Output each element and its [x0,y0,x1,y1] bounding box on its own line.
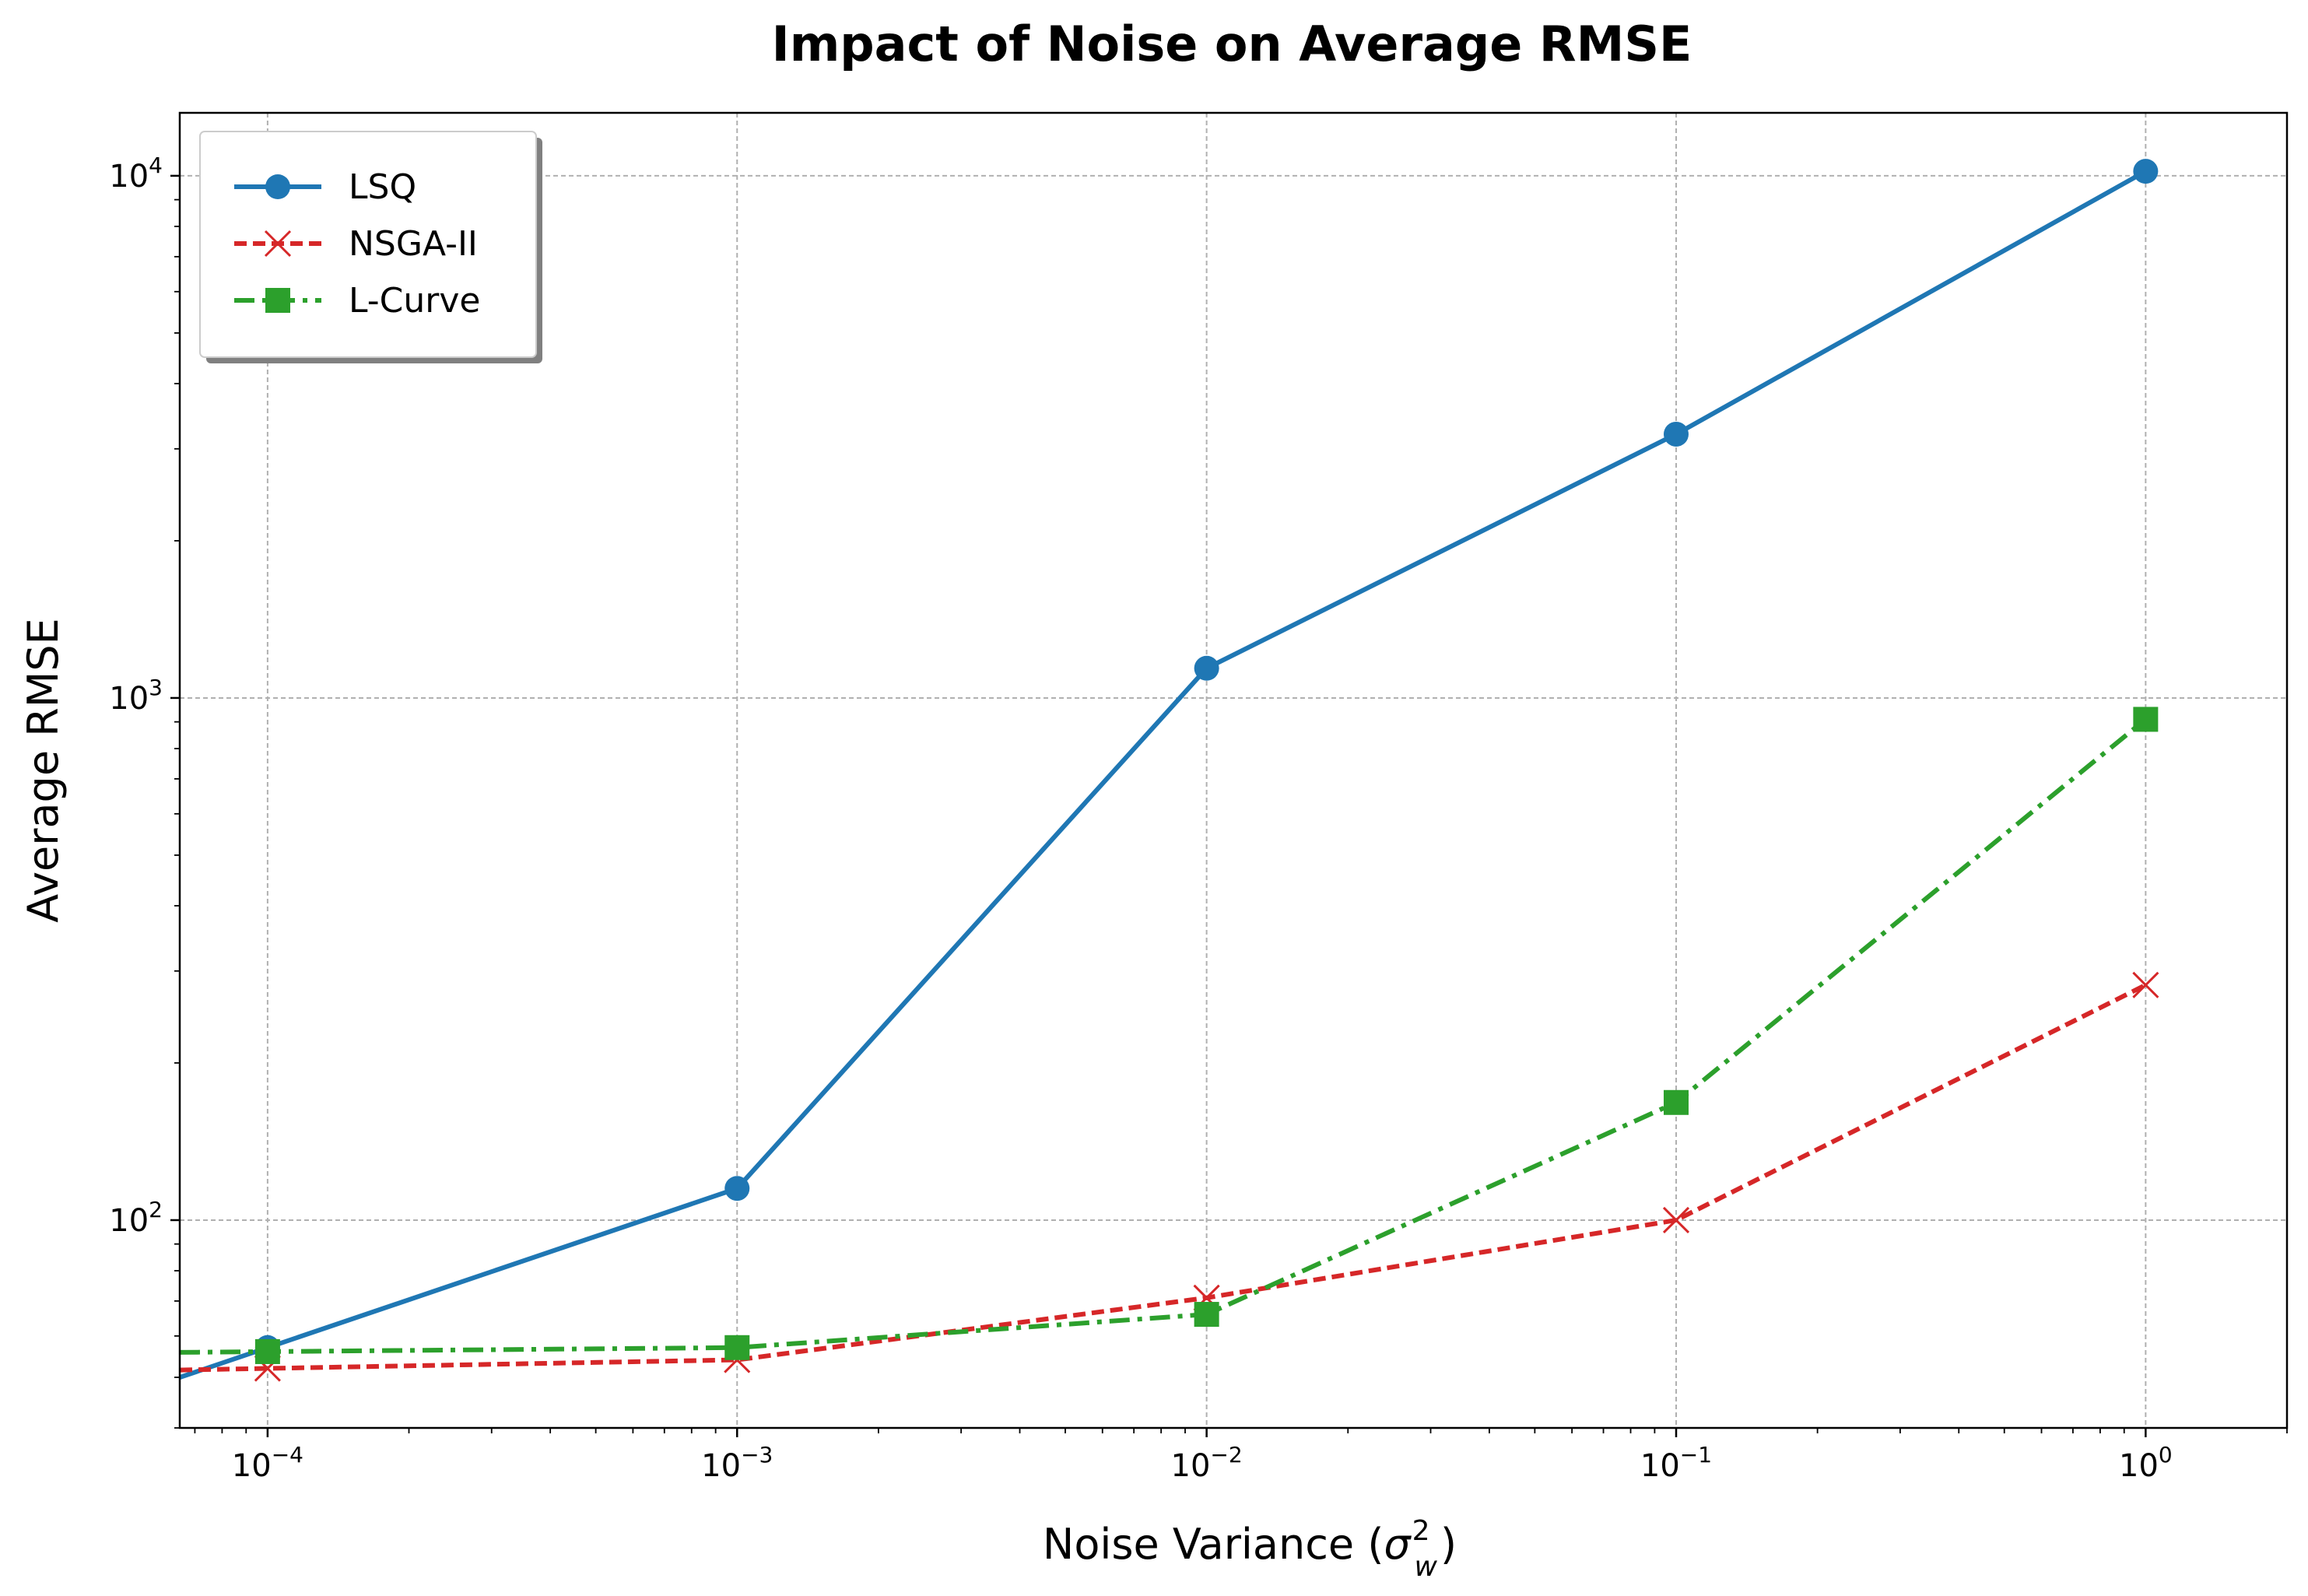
data-point [1194,655,1219,681]
data-point [2132,971,2159,998]
data-point [2133,159,2159,184]
y-tick-label: 102 [109,1197,163,1239]
x-axis-label-subscript: w [1415,1551,1438,1583]
legend-entry-lsq: LSQ [234,167,416,207]
legend-marker [264,230,292,258]
data-point [1663,421,1689,447]
plot-frame [178,111,2289,1429]
minor-ticks [174,198,2288,1433]
data-point [2133,707,2159,732]
x-tick-label: 10−2 [1171,1442,1243,1484]
series-line [180,717,2148,1355]
x-axis-label: Noise Variance (σ2 w) [1043,1515,1457,1583]
legend-label: L-Curve [349,281,480,321]
y-tick-label: 103 [109,675,163,717]
series-line [180,983,2147,1373]
data-point [724,1176,750,1201]
series-l-curve [180,707,2159,1364]
x-axis-label-symbol: σ [1384,1520,1412,1569]
legend-marker [265,288,290,313]
legend-entry-l-curve: L-Curve [234,281,480,321]
legend-label: LSQ [349,167,416,207]
y-axis-label: Average RMSE [19,618,68,922]
grid-lines [180,113,2287,1428]
data-point [724,1335,750,1360]
y-tick-label: 104 [109,153,163,195]
legend: LSQ NSGA-II L-Curve [199,131,542,363]
x-axis-label-main: Noise Variance ( [1043,1520,1384,1569]
x-axis-label-close: ) [1440,1520,1457,1569]
chart-title: Impact of Noise on Average RMSE [772,16,1692,72]
x-tick-label: 10−4 [232,1442,303,1484]
data-point [1194,1302,1219,1328]
data-point [1662,1206,1690,1234]
legend-marker [265,174,290,199]
legend-entry-nsga-ii: NSGA-II [234,224,478,264]
series-line [180,169,2147,1380]
legend-label: NSGA-II [349,224,478,264]
series-layer [180,159,2159,1382]
x-axis-label-superscript: 2 [1412,1515,1430,1547]
x-tick-label: 10−1 [1640,1442,1712,1484]
x-tick-label: 10−3 [701,1442,773,1484]
y-axis-ticks: 102 103 104 [109,153,180,1239]
series-nsga-ii [180,971,2159,1382]
x-axis-ticks: 10−4 10−3 10−2 10−1 100 [232,1428,2173,1484]
data-point [254,1338,280,1364]
x-tick-label: 100 [2119,1442,2173,1484]
data-point [1663,1089,1689,1115]
